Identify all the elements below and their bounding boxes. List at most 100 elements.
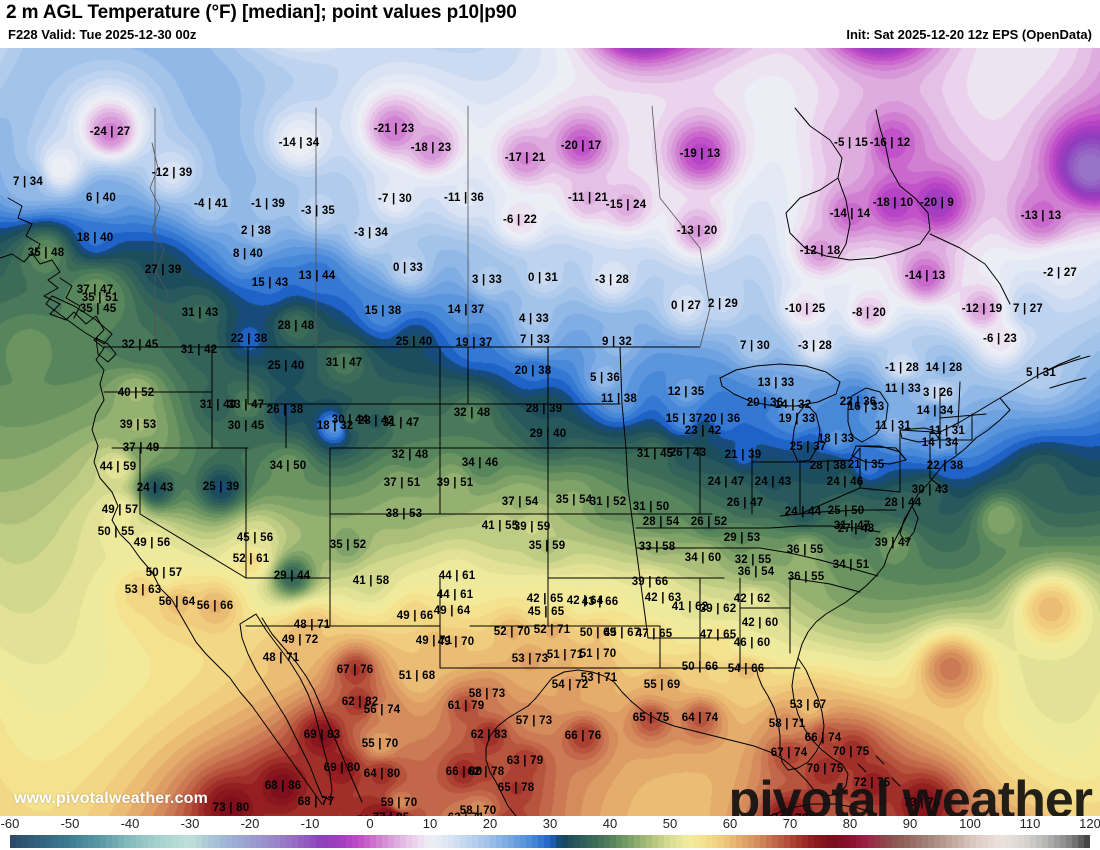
point-value-label: 49 | 57 <box>101 504 139 516</box>
point-value-label: 43 | 66 <box>581 596 619 608</box>
colorbar-swatch <box>346 835 352 848</box>
colorbar-swatch <box>1054 835 1060 848</box>
colorbar-tick: 0 <box>366 816 374 831</box>
point-value-label: 35 | 54 <box>555 494 593 506</box>
point-value-label: 27 | 39 <box>144 264 182 276</box>
point-value-label: 68 | 77 <box>297 796 335 808</box>
colorbar-swatch <box>814 835 820 848</box>
colorbar-swatch <box>898 835 904 848</box>
point-value-label: -10 | 25 <box>784 303 826 315</box>
point-value-label: 4 | 33 <box>519 313 549 325</box>
colorbar-swatch <box>568 835 574 848</box>
colorbar-swatch <box>802 835 808 848</box>
point-value-label: -6 | 22 <box>502 214 538 226</box>
point-value-label: 26 | 52 <box>690 516 728 528</box>
point-value-label: 67 | 74 <box>770 747 808 759</box>
colorbar-swatch <box>784 835 790 848</box>
colorbar-tick: -60 <box>0 816 20 831</box>
point-value-label: -24 | 27 <box>89 126 131 138</box>
point-value-label: 37 | 51 <box>383 477 421 489</box>
colorbar-swatch <box>982 835 988 848</box>
colorbar-swatch <box>136 835 142 848</box>
point-value-label: 31 | 52 <box>589 496 627 508</box>
colorbar-swatch <box>958 835 964 848</box>
colorbar-swatch <box>598 835 604 848</box>
point-value-label: 49 | 71 <box>415 635 453 647</box>
point-value-label: 54 | 72 <box>551 679 589 691</box>
colorbar-swatch <box>796 835 802 848</box>
colorbar-swatch <box>184 835 190 848</box>
point-value-label: 2 | 29 <box>708 298 738 310</box>
point-value-label: 7 | 27 <box>1013 303 1043 315</box>
colorbar-swatch <box>436 835 442 848</box>
colorbar[interactable]: -60 -50 -40 -30 -20 -10 0 10 20 30 40 50 60 70 80 90 100… <box>0 816 1100 850</box>
point-value-label: 19 | 37 <box>455 337 493 349</box>
colorbar-tick: 60 <box>722 816 738 831</box>
colorbar-swatch <box>322 835 328 848</box>
point-value-label: 16 | 33 <box>847 401 885 413</box>
point-value-label: 48 | 71 <box>293 619 331 631</box>
point-value-label: 25 | 40 <box>267 360 305 372</box>
point-value-label: -1 | 39 <box>250 198 286 210</box>
colorbar-swatch <box>760 835 766 848</box>
colorbar-swatch <box>298 835 304 848</box>
point-value-label: 39 | 47 <box>874 537 912 549</box>
colorbar-swatch <box>550 835 556 848</box>
colorbar-tick: 100 <box>959 816 981 831</box>
point-value-label: 41 | 62 <box>671 601 709 613</box>
point-value-label: 36 | 55 <box>787 571 825 583</box>
point-value-label: 24 | 46 <box>826 476 864 488</box>
colorbar-swatch <box>682 835 688 848</box>
colorbar-swatch <box>166 835 172 848</box>
point-value-label: 52 | 71 <box>533 624 571 636</box>
colorbar-swatch <box>880 835 886 848</box>
point-value-label: 50 | 69 <box>579 627 617 639</box>
colorbar-swatch <box>688 835 694 848</box>
colorbar-swatch <box>388 835 394 848</box>
point-value-label: 20 | 36 <box>746 397 784 409</box>
point-value-label: -3 | 28 <box>797 340 833 352</box>
colorbar-swatch <box>934 835 940 848</box>
colorbar-swatch <box>706 835 712 848</box>
colorbar-swatch <box>790 835 796 848</box>
point-value-label: 18 | 40 <box>76 232 114 244</box>
colorbar-swatch <box>868 835 874 848</box>
colorbar-tick: -30 <box>180 816 200 831</box>
point-value-label: 40 | 52 <box>117 387 155 399</box>
colorbar-swatch <box>892 835 898 848</box>
colorbar-swatch <box>424 835 430 848</box>
point-value-label: -8 | 20 <box>851 307 887 319</box>
colorbar-swatch <box>124 835 130 848</box>
point-value-label: 26 | 47 <box>726 497 764 509</box>
temperature-map[interactable]: 7 | 34 -24 | 27 -12 | 39 6 | 40 18 | 40 -4 | … <box>0 48 1100 816</box>
colorbar-swatch <box>304 835 310 848</box>
point-value-label: 39 | 53 <box>119 419 157 431</box>
point-value-label: -3 | 35 <box>300 205 336 217</box>
colorbar-swatch <box>544 835 550 848</box>
point-value-label: -14 | 14 <box>829 208 871 220</box>
point-value-label: -16 | 12 <box>869 137 911 149</box>
point-value-label: 52 | 70 <box>493 626 531 638</box>
point-value-label: 55 | 69 <box>643 679 681 691</box>
point-value-label: 42 | 64 <box>566 595 604 607</box>
colorbar-swatch <box>1024 835 1030 848</box>
valid-time-label: F228 Valid: Tue 2025-12-30 00z <box>8 27 197 42</box>
colorbar-tick: 20 <box>482 816 498 831</box>
colorbar-swatch <box>58 835 64 848</box>
colorbar-swatch <box>724 835 730 848</box>
colorbar-swatch <box>610 835 616 848</box>
colorbar-swatch <box>718 835 724 848</box>
colorbar-swatch <box>76 835 82 848</box>
colorbar-swatch <box>382 835 388 848</box>
point-value-label: -12 | 18 <box>799 245 841 257</box>
point-value-label: 14 | 37 <box>447 304 485 316</box>
colorbar-swatch <box>202 835 208 848</box>
point-value-label: 6 | 40 <box>86 192 116 204</box>
colorbar-swatch <box>34 835 40 848</box>
point-value-label: 14 | 34 <box>916 405 954 417</box>
colorbar-swatch <box>916 835 922 848</box>
colorbar-swatch <box>106 835 112 848</box>
point-value-label: 14 | 34 <box>921 437 959 449</box>
point-value-label: 31 | 50 <box>632 501 670 513</box>
point-value-label: 66 | 74 <box>804 732 842 744</box>
